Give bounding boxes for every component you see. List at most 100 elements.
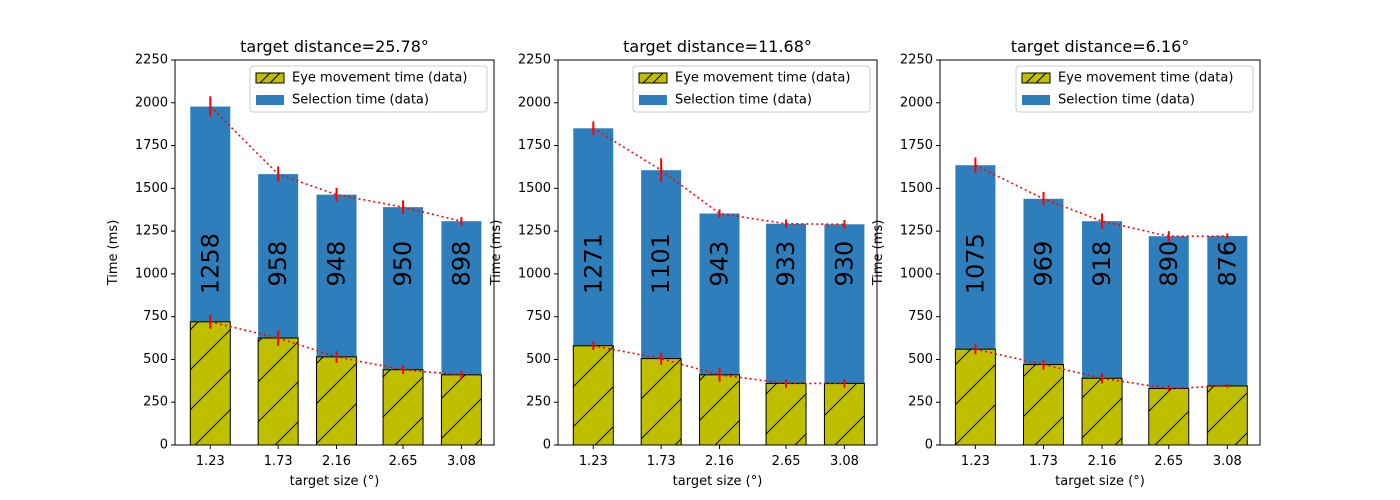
x-tick-label: 2.65: [389, 454, 418, 469]
x-tick-label: 2.16: [1088, 454, 1117, 469]
legend-swatch-selection: [256, 95, 284, 105]
eye-movement-hatch: [189, 321, 231, 446]
bar-value-label: 930: [830, 241, 858, 287]
y-tick-label: 1000: [135, 266, 168, 281]
x-tick-label: 2.65: [1154, 454, 1183, 469]
legend-box: [249, 65, 488, 113]
legend-label-eye-movement: Eye movement time (data): [292, 71, 467, 86]
x-tick-label: 2.65: [772, 454, 801, 469]
y-tick-label: 250: [526, 395, 551, 410]
bar-value-label: 958: [264, 241, 292, 287]
x-tick-label: 2.16: [322, 454, 351, 469]
eye-movement-hatch: [640, 358, 682, 446]
selection-time-bar: [824, 224, 865, 384]
x-tick-label: 1.23: [196, 454, 225, 469]
axes-frame: [939, 59, 1261, 446]
eye-movement-hatch: [1081, 377, 1123, 446]
eye-movement-hatch: [823, 382, 865, 446]
y-tick-label: 2000: [900, 95, 933, 110]
legend-label-eye-movement: Eye movement time (data): [675, 71, 850, 86]
eye-movement-hatch: [382, 369, 424, 446]
x-tick-label: 1.23: [961, 454, 990, 469]
eye-movement-hatch: [699, 374, 741, 446]
legend-label-eye-movement: Eye movement time (data): [1058, 71, 1233, 86]
bar-value-label: 1101: [647, 233, 675, 294]
selection-time-bar: [441, 221, 482, 375]
chart-panel-2: 1271 1101 943 933 930 0 250 500 750 1000 1250 1500 1…: [489, 37, 878, 489]
eye-movement-hatch: [572, 345, 614, 446]
selection-time-bar: [699, 213, 740, 375]
eye-movement-hatch: [257, 337, 299, 446]
selection-time-bar: [383, 207, 424, 370]
y-tick-label: 1000: [518, 266, 551, 281]
selection-time-bar: [1207, 236, 1248, 386]
y-tick-label: 0: [543, 438, 551, 453]
y-tick-label: 750: [526, 309, 551, 324]
eye-movement-hatch: [954, 348, 996, 446]
legend-label-selection: Selection time (data): [1058, 93, 1195, 108]
legend-swatch-eye-movement: [1021, 72, 1051, 84]
y-tick-label: 2000: [135, 95, 168, 110]
x-tick-label: 1.73: [264, 454, 293, 469]
legend-box: [1015, 65, 1254, 113]
y-tick-label: 2250: [135, 53, 168, 68]
selection-time-bar: [1023, 198, 1064, 365]
selection-time-bar: [316, 194, 357, 357]
bar-value-label: 933: [772, 241, 800, 287]
selection-time-bar: [1148, 236, 1189, 389]
legend-swatch-eye-movement: [255, 72, 285, 84]
y-axis-label: Time (ms): [871, 220, 886, 287]
total-time-trend-line: [209, 105, 462, 222]
y-tick-label: 1750: [900, 138, 933, 153]
bar-value-label: 1258: [196, 233, 224, 294]
legend-box: [632, 65, 871, 113]
legend-swatch-hatch: [1035, 72, 1047, 84]
bar-value-label: 876: [1213, 241, 1241, 287]
x-axis-label: target size (°): [1055, 474, 1145, 489]
y-tick-label: 500: [526, 352, 551, 367]
y-tick-label: 250: [143, 395, 168, 410]
legend: Eye movement time (data) Selection time (…: [1015, 65, 1254, 113]
x-axis-label: target size (°): [290, 474, 380, 489]
bar-value-label: 950: [389, 241, 417, 287]
x-tick-label: 1.73: [1029, 454, 1058, 469]
eye-movement-hatch: [1022, 364, 1064, 446]
y-tick-label: 1500: [900, 181, 933, 196]
legend: Eye movement time (data) Selection time (…: [632, 65, 871, 113]
y-tick-label: 750: [143, 309, 168, 324]
y-tick-label: 1250: [135, 224, 168, 239]
y-tick-label: 1500: [518, 181, 551, 196]
x-tick-label: 3.08: [1213, 454, 1242, 469]
y-tick-label: 500: [908, 352, 933, 367]
bar-value-label: 948: [323, 241, 351, 287]
selection-time-bar: [766, 223, 807, 384]
x-axis-label: target size (°): [673, 474, 763, 489]
legend-swatch-selection: [639, 95, 667, 105]
y-axis-label: Time (ms): [106, 220, 121, 287]
legend-swatch-hatch: [269, 72, 281, 84]
axes-frame: [557, 59, 878, 446]
chart-title: target distance=25.78°: [240, 37, 429, 56]
axes-frame: [174, 59, 495, 446]
bar-value-label: 890: [1155, 241, 1183, 287]
eye-movement-hatch: [1148, 388, 1190, 446]
chart-panel-3: 1075 969 918 890 876 0 250 500 750 1000 1250 1500 17…: [871, 37, 1261, 489]
y-tick-label: 1750: [135, 138, 168, 153]
bar-value-label: 898: [447, 241, 475, 287]
y-tick-label: 1250: [518, 224, 551, 239]
legend-swatch-selection: [1022, 95, 1050, 105]
bar-value-label: 1075: [961, 233, 989, 294]
total-time-trend-line: [975, 164, 1228, 238]
legend-swatch-hatch: [1025, 72, 1037, 84]
y-tick-label: 750: [908, 309, 933, 324]
selection-time-bar: [190, 106, 231, 322]
x-tick-label: 1.23: [579, 454, 608, 469]
legend-swatch-hatch: [652, 72, 664, 84]
bar-value-label: 918: [1088, 241, 1116, 287]
y-axis-label: Time (ms): [489, 220, 504, 287]
legend: Eye movement time (data) Selection time (…: [249, 65, 488, 113]
x-tick-label: 2.16: [705, 454, 734, 469]
y-tick-label: 2000: [518, 95, 551, 110]
y-tick-label: 1250: [900, 224, 933, 239]
y-tick-label: 0: [925, 438, 933, 453]
